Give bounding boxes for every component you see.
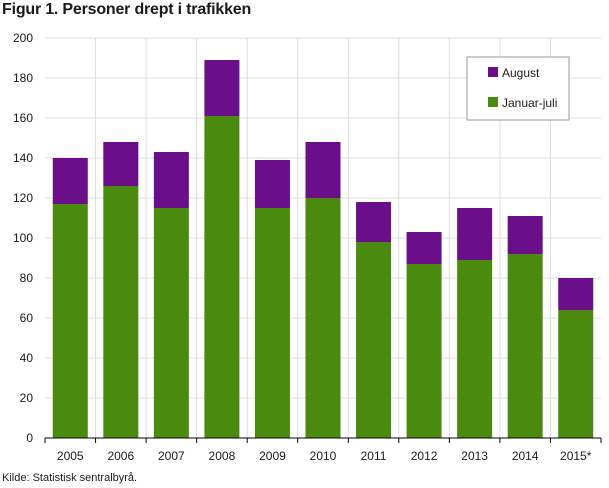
bar-august-2012: [406, 232, 442, 264]
x-tick-label: 2008: [209, 449, 236, 463]
bar-januar-juli-2014: [507, 254, 543, 438]
bar-august-2010: [305, 142, 341, 198]
x-tick-label: 2013: [461, 449, 488, 463]
bar-januar-juli-2013: [457, 260, 493, 438]
y-tick-label: 20: [20, 391, 34, 405]
x-axis: 2005 2006 2007 2008 2009 2010 2011 2012 2013 2014…: [44, 437, 602, 463]
x-tick-label: 2006: [107, 449, 134, 463]
legend-swatch-august: [488, 67, 498, 77]
bar-januar-juli-2007: [153, 208, 189, 438]
bars: [52, 60, 594, 438]
bar-januar-juli-2009: [254, 208, 290, 438]
x-tick-label: 2007: [158, 449, 185, 463]
legend-swatch-januar-juli: [488, 97, 498, 107]
bar-januar-juli-2015: [558, 310, 594, 438]
x-tick-label: 2015*: [560, 449, 592, 463]
source-note: Kilde: Statistisk sentralbyrå.: [2, 472, 138, 484]
x-tick-label: 2009: [259, 449, 286, 463]
bar-chart: 0 20 40 60 80 100 120 140 160 180 200 2005 2006 2007…: [13, 31, 602, 463]
legend: August Januar-juli: [466, 56, 570, 121]
x-tick-label: 2014: [512, 449, 539, 463]
y-tick-label: 60: [20, 311, 34, 325]
legend-box: [466, 56, 570, 121]
bar-august-2008: [204, 60, 240, 116]
x-tick-label: 2005: [57, 449, 84, 463]
y-tick-label: 180: [13, 71, 33, 85]
y-axis: 0 20 40 60 80 100 120 140 160 180 200: [13, 31, 33, 445]
y-tick-label: 140: [13, 151, 33, 165]
bar-januar-juli-2008: [204, 116, 240, 438]
y-tick-label: 100: [13, 231, 33, 245]
bar-august-2011: [356, 202, 392, 242]
bar-januar-juli-2006: [103, 186, 139, 438]
legend-label-august: August: [502, 66, 540, 80]
bar-januar-juli-2010: [305, 198, 341, 438]
x-tick-label: 2012: [411, 449, 438, 463]
bar-august-2014: [507, 216, 543, 254]
y-tick-label: 80: [20, 271, 34, 285]
bar-august-2015: [558, 278, 594, 310]
y-tick-label: 40: [20, 351, 34, 365]
bar-august-2013: [457, 208, 493, 260]
x-tick-label: 2010: [310, 449, 337, 463]
bar-august-2009: [254, 160, 290, 208]
bar-januar-juli-2012: [406, 264, 442, 438]
bar-januar-juli-2005: [52, 204, 88, 438]
bar-august-2006: [103, 142, 139, 186]
y-tick-label: 120: [13, 191, 33, 205]
bar-august-2007: [153, 152, 189, 208]
legend-label-januar-juli: Januar-juli: [502, 96, 557, 110]
bar-august-2005: [52, 158, 88, 204]
y-tick-label: 160: [13, 111, 33, 125]
x-tick-label: 2011: [361, 449, 387, 463]
chart-title: Figur 1. Personer drept i trafikken: [2, 1, 252, 18]
bar-januar-juli-2011: [356, 242, 392, 438]
y-tick-label: 200: [13, 31, 33, 45]
y-tick-label: 0: [26, 431, 33, 445]
